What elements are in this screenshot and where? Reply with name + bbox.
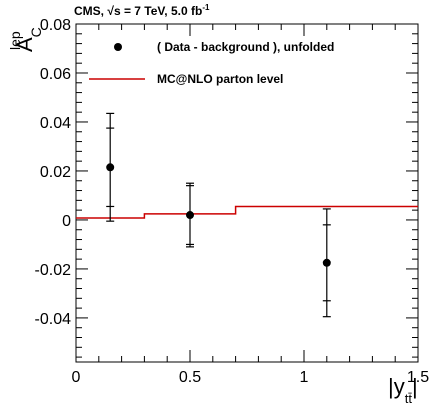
header-experiment: CMS,	[74, 4, 107, 18]
y-axis-label-sup: lep	[7, 31, 23, 50]
data-marker	[322, 258, 331, 267]
legend: ( Data - background ), unfolded MC@NLO p…	[89, 40, 334, 86]
x-axis-label-main: |y	[388, 374, 405, 399]
legend-data-label: ( Data - background ), unfolded	[157, 40, 334, 54]
legend-data-marker	[114, 43, 122, 51]
data-marker	[186, 211, 194, 220]
y-tick-label: 0.04	[40, 115, 71, 132]
y-tick-label: -0.04	[35, 311, 72, 328]
x-axis-label: |ytt̄|	[388, 374, 418, 406]
header-lumi-exp: -1	[202, 3, 210, 12]
y-tick-label: 0.02	[40, 164, 71, 181]
plot-frame	[75, 23, 419, 363]
y-tick-label: 0.06	[40, 66, 71, 83]
chart-header: CMS, √s = 7 TeV, 5.0 fb-1	[74, 3, 210, 18]
axis-tick-labels: -0.04 -0.02 0 0.02 0.04 0.06 0.08 0 0.5 1 1.5	[35, 17, 430, 386]
x-tick-label: 0.5	[179, 369, 201, 386]
x-tick-label: 1.5	[407, 369, 429, 386]
legend-mc-label: MC@NLO parton level	[157, 72, 283, 86]
y-axis-label: AC lep	[7, 27, 44, 52]
x-tick-label: 1	[300, 369, 309, 386]
data-point	[106, 112, 115, 222]
mc-step-series	[76, 205, 418, 219]
y-tick-label: 0	[62, 213, 71, 230]
data-point	[322, 208, 331, 318]
y-axis-label-main: A	[12, 37, 37, 52]
y-tick-label: -0.02	[35, 262, 72, 279]
data-point-series	[106, 112, 331, 318]
y-axis-label-sub: C	[28, 27, 44, 37]
y-tick-label: 0.08	[40, 17, 71, 34]
axis-ticks	[75, 23, 419, 362]
header-energy: s = 7 TeV, 5.0 fb	[114, 4, 202, 18]
x-axis-label-sub: tt̄	[405, 391, 413, 406]
header-sqrt: √	[107, 4, 114, 18]
data-marker	[106, 163, 115, 172]
x-tick-label: 0	[72, 369, 81, 386]
x-axis-label-close: |	[412, 374, 418, 399]
data-point	[186, 182, 194, 248]
mc-step-line	[76, 205, 418, 219]
svg-text:AC: AC	[12, 27, 44, 52]
